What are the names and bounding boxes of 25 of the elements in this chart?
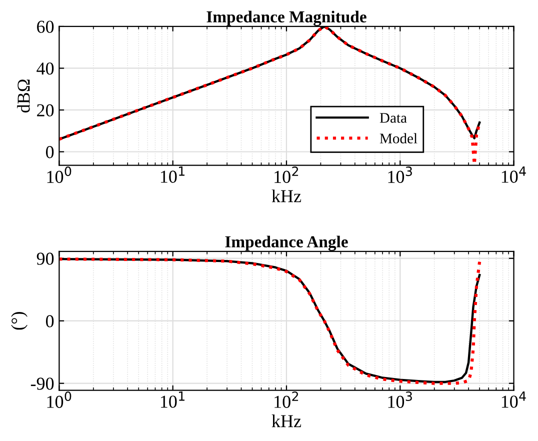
x-tick-label: 10$^{4}$ (502, 391, 526, 408)
chart-title: Impedance Magnitude (206, 10, 366, 26)
x-axis-title: kHz (272, 190, 302, 202)
y-tick-label: 90 (36, 252, 54, 265)
x-tick-label: 10$^{3}$ (388, 391, 412, 408)
y-tick-label: -90 (30, 378, 54, 390)
y-tick-label: 20 (37, 104, 54, 116)
y-tick-label: 0 (46, 315, 54, 328)
y-tick-label: 0 (46, 146, 54, 158)
chart-title: Impedance Angle (225, 236, 348, 251)
x-axis-title: kHz (272, 414, 302, 428)
y-tick-label: 40 (36, 62, 54, 75)
y-axis-title: dBΩ (17, 80, 30, 112)
x-tick-label: 10$^{2}$ (274, 391, 298, 408)
x-tick-label: 10$^{2}$ (274, 166, 298, 183)
x-tick-label: 10$^{1}$ (160, 166, 184, 183)
x-tick-label: 10$^{0}$ (47, 166, 72, 183)
x-tick-label: 10$^{0}$ (47, 391, 72, 408)
x-tick-label: 10$^{3}$ (388, 166, 412, 183)
x-tick-label: 10$^{4}$ (502, 166, 526, 183)
y-axis-title: (°) (11, 312, 28, 330)
legend-label: Data (380, 113, 407, 123)
legend-label: Model (380, 133, 418, 144)
x-tick-label: 10$^{1}$ (160, 391, 184, 408)
y-tick-label: 60 (37, 20, 54, 33)
